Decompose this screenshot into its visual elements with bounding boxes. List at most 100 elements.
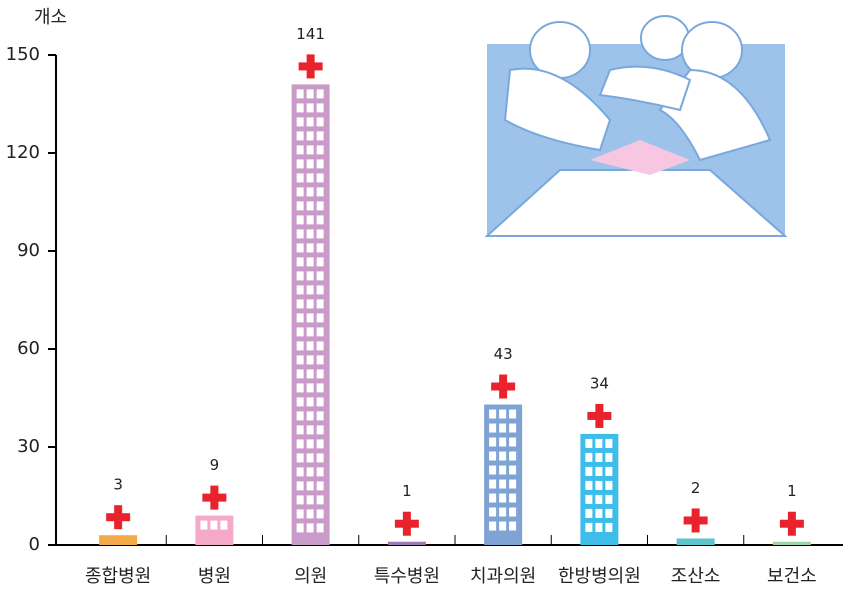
- illustration: [484, 15, 788, 237]
- window: [585, 508, 593, 518]
- window: [316, 257, 324, 267]
- window: [316, 411, 324, 421]
- window: [509, 409, 517, 419]
- window: [306, 271, 314, 281]
- window: [316, 173, 324, 183]
- window: [296, 327, 304, 337]
- window: [306, 243, 314, 253]
- window: [316, 117, 324, 127]
- window: [316, 229, 324, 239]
- window: [296, 215, 304, 225]
- cross: [691, 508, 700, 533]
- window: [306, 131, 314, 141]
- cross: [595, 403, 604, 428]
- window: [489, 423, 497, 433]
- window: [585, 494, 593, 504]
- window: [489, 507, 497, 517]
- window: [316, 103, 324, 113]
- window: [489, 465, 497, 475]
- y-axis-label: 개소: [34, 7, 67, 28]
- window: [499, 493, 507, 503]
- window: [595, 452, 603, 462]
- window: [316, 481, 324, 491]
- window: [605, 480, 613, 490]
- bar: [99, 535, 138, 545]
- window: [316, 341, 324, 351]
- window: [316, 243, 324, 253]
- window: [499, 451, 507, 461]
- y-tick-label: 30: [17, 436, 40, 457]
- window: [316, 299, 324, 309]
- window: [595, 480, 603, 490]
- bar: [387, 541, 426, 545]
- window: [489, 521, 497, 531]
- window: [296, 145, 304, 155]
- window: [316, 271, 324, 281]
- y-tick-label: 60: [17, 338, 40, 359]
- window: [296, 341, 304, 351]
- window: [296, 257, 304, 267]
- window: [595, 438, 603, 448]
- window: [489, 493, 497, 503]
- x-tick-label: 치과의원: [470, 566, 536, 587]
- window: [306, 495, 314, 505]
- value-label: 141: [296, 25, 325, 43]
- window: [316, 509, 324, 519]
- window: [489, 409, 497, 419]
- window: [316, 369, 324, 379]
- window: [220, 520, 228, 530]
- window: [489, 451, 497, 461]
- window: [509, 437, 517, 447]
- bar: [195, 515, 234, 545]
- window: [306, 201, 314, 211]
- window: [306, 369, 314, 379]
- window: [306, 327, 314, 337]
- window: [296, 89, 304, 99]
- window: [296, 355, 304, 365]
- window: [605, 452, 613, 462]
- window: [306, 383, 314, 393]
- window: [296, 285, 304, 295]
- window: [296, 509, 304, 519]
- window: [306, 439, 314, 449]
- window: [296, 117, 304, 127]
- value-label: 43: [494, 345, 513, 363]
- value-label: 34: [590, 374, 609, 392]
- cross: [114, 505, 123, 530]
- window: [499, 507, 507, 517]
- window: [306, 453, 314, 463]
- cross: [306, 54, 315, 79]
- x-tick-label: 병원: [198, 566, 231, 587]
- window: [585, 466, 593, 476]
- window: [489, 437, 497, 447]
- x-tick-label: 종합병원: [85, 566, 151, 587]
- window: [296, 481, 304, 491]
- window: [585, 480, 593, 490]
- window: [306, 173, 314, 183]
- window: [605, 522, 613, 532]
- window: [296, 271, 304, 281]
- window: [296, 243, 304, 253]
- value-label: 3: [113, 476, 123, 494]
- window: [499, 423, 507, 433]
- window: [296, 369, 304, 379]
- window: [509, 493, 517, 503]
- x-tick-label: 보건소: [767, 566, 817, 587]
- window: [585, 522, 593, 532]
- window: [296, 299, 304, 309]
- window: [306, 299, 314, 309]
- x-tick-label: 한방병의원: [558, 566, 641, 587]
- window: [316, 285, 324, 295]
- window: [509, 521, 517, 531]
- window: [605, 466, 613, 476]
- window: [306, 411, 314, 421]
- bar: [772, 541, 811, 545]
- window: [605, 438, 613, 448]
- window: [316, 467, 324, 477]
- window: [316, 397, 324, 407]
- window: [306, 397, 314, 407]
- window: [316, 383, 324, 393]
- window: [296, 453, 304, 463]
- window: [296, 159, 304, 169]
